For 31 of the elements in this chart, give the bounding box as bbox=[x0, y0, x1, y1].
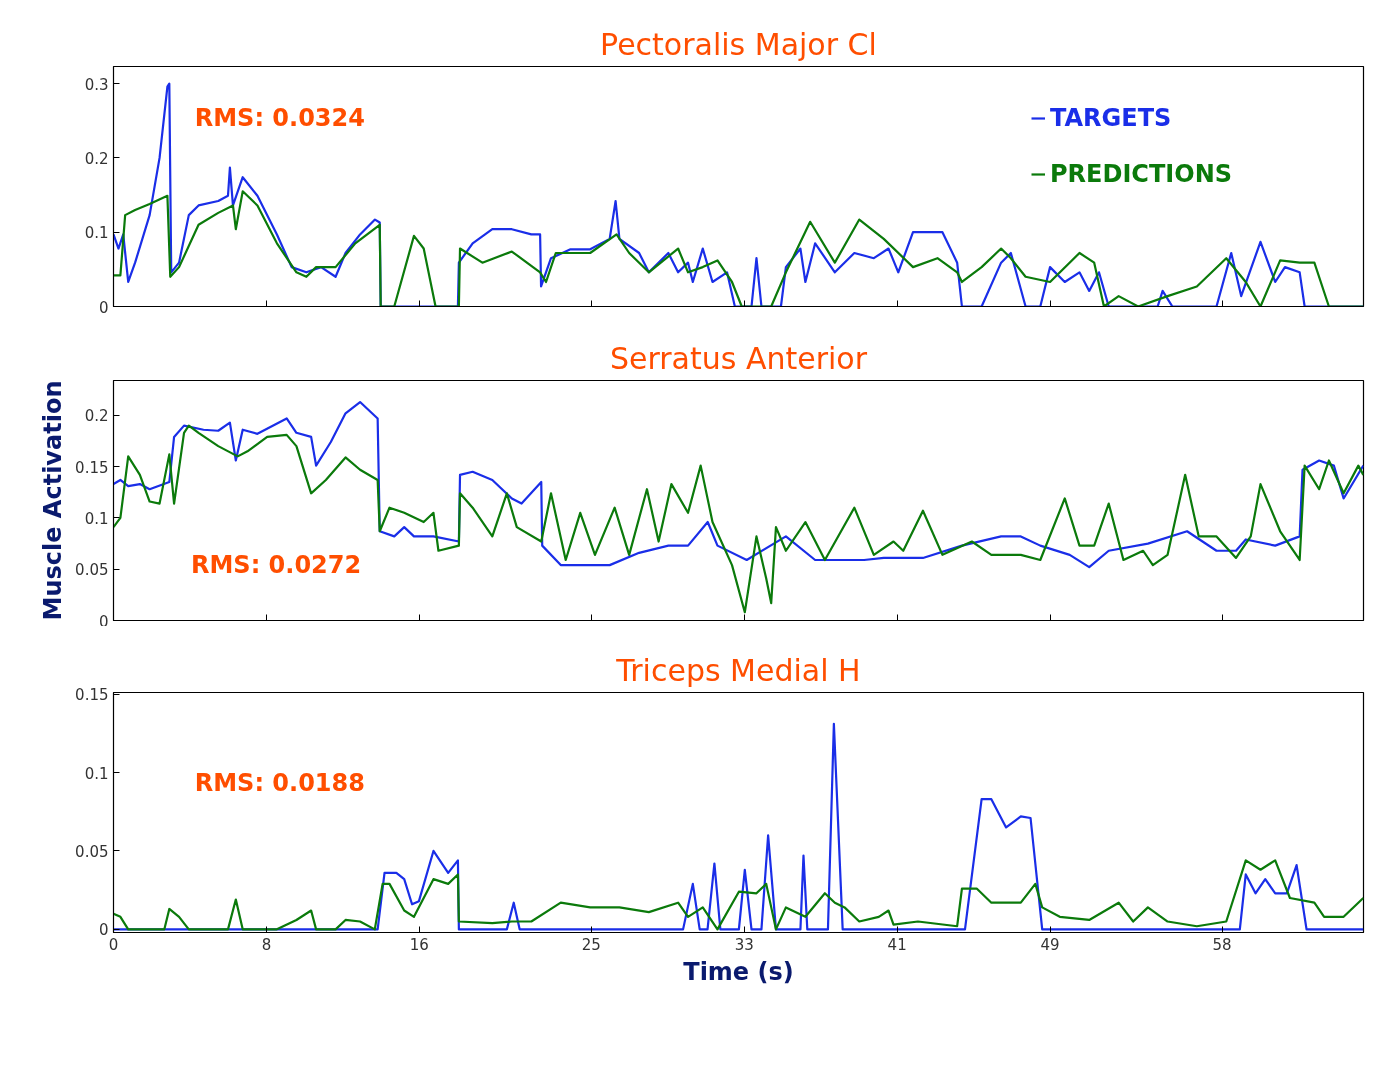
y-tick-label: 0.15 bbox=[75, 686, 109, 705]
x-tick-label: 16 bbox=[409, 935, 429, 954]
y-tick-label: 0 bbox=[98, 921, 109, 940]
y-tick-label: 0.1 bbox=[84, 224, 109, 243]
y-tick-label: 0.2 bbox=[84, 149, 109, 168]
x-tick-label: 49 bbox=[1040, 935, 1060, 954]
chart-title: Pectoralis Major Cl bbox=[600, 26, 877, 62]
y-tick-label: 0 bbox=[98, 298, 109, 317]
chart-title: Triceps Medial H bbox=[615, 652, 861, 688]
y-tick-label: 0 bbox=[98, 612, 109, 631]
x-axis-title: Time (s) bbox=[683, 957, 794, 986]
line-series bbox=[113, 424, 1364, 614]
y-tick-label: 0.2 bbox=[84, 407, 109, 426]
y-tick-label: 0.1 bbox=[84, 764, 109, 783]
chart-title: Serratus Anterior bbox=[609, 340, 868, 376]
y-tick-label: 0.15 bbox=[75, 458, 109, 477]
legend-label: PREDICTIONS bbox=[1050, 160, 1233, 188]
annotation: RMS: 0.0324 bbox=[194, 103, 365, 132]
x-tick-label: 8 bbox=[261, 935, 272, 954]
y-tick-label: 0.3 bbox=[84, 75, 109, 94]
annotation: RMS: 0.0188 bbox=[194, 768, 365, 797]
x-tick-label: 41 bbox=[887, 935, 907, 954]
y-tick-label: 0.1 bbox=[84, 509, 109, 528]
x-tick-label: 25 bbox=[581, 935, 601, 954]
annotation: RMS: 0.0272 bbox=[191, 550, 362, 579]
y-tick-label: 0.05 bbox=[75, 561, 109, 580]
y-tick-label: 0.05 bbox=[75, 842, 109, 861]
legend-label: TARGETS bbox=[1050, 104, 1172, 132]
x-tick-label: 58 bbox=[1212, 935, 1232, 954]
y-axis-title: Muscle Activation bbox=[39, 380, 68, 621]
x-tick-label: 33 bbox=[734, 935, 754, 954]
